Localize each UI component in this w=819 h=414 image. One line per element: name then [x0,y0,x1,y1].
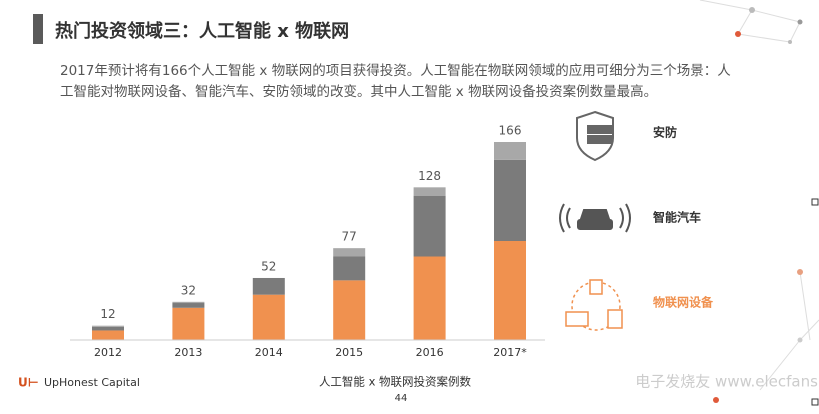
handle [811,198,819,206]
bar-segment [494,241,526,340]
bar-segment [92,330,124,340]
bar-segment [252,294,285,340]
logo-mark: U⊢ [18,376,39,390]
total-label: 77 [342,230,357,244]
legend-label: 智能汽车 [652,210,701,225]
total-label: 32 [181,283,196,297]
x-tick-label: 2013 [174,346,202,359]
bar-segment [172,301,205,304]
x-tick-label: 2015 [335,346,363,359]
bar-segment [252,277,285,295]
bar-segment [413,195,446,257]
bar-segment [172,303,205,308]
bar-segment [92,326,124,331]
bar-segment [92,325,124,327]
handle [811,398,819,406]
bar-segment [413,256,446,340]
page-number: 44 [395,393,408,404]
network-dots [713,7,803,403]
icon-iot [565,279,623,331]
x-tick-label: 2014 [255,346,283,359]
total-label: 12 [100,307,115,321]
x-axis-label: 人工智能 x 物联网投资案例数 [319,375,472,389]
bar-segment [494,142,526,160]
total-label: 166 [499,124,522,138]
x-tick-label: 2016 [416,346,444,359]
x-tick-label: 2012 [94,346,122,359]
bar-segment [494,159,526,241]
logo: UpHonest Capital [44,376,140,389]
network-decoration [699,0,819,391]
bar-segment [333,256,366,281]
bar-segment [333,280,366,340]
bar-segment [413,187,446,196]
icon-car [559,203,631,233]
slide-title: 热门投资领域三：人工智能 x 物联网 [55,21,350,42]
x-tick-label: 2017* [493,346,527,359]
legend-label: 物联网设备 [653,295,714,310]
title-marker [33,14,43,44]
slide-body: 2017年预计将有166个人工智能 x 物联网的项目获得投资。人工智能在物联网领… [60,63,731,100]
total-label: 52 [261,259,276,273]
legend-label: 安防 [653,125,677,140]
watermark: 电子发烧友 www.elecfans.com [635,373,819,391]
total-label: 128 [418,169,441,183]
bar-segment [333,248,366,257]
bar-segment [172,307,205,340]
icon-security [576,110,614,162]
